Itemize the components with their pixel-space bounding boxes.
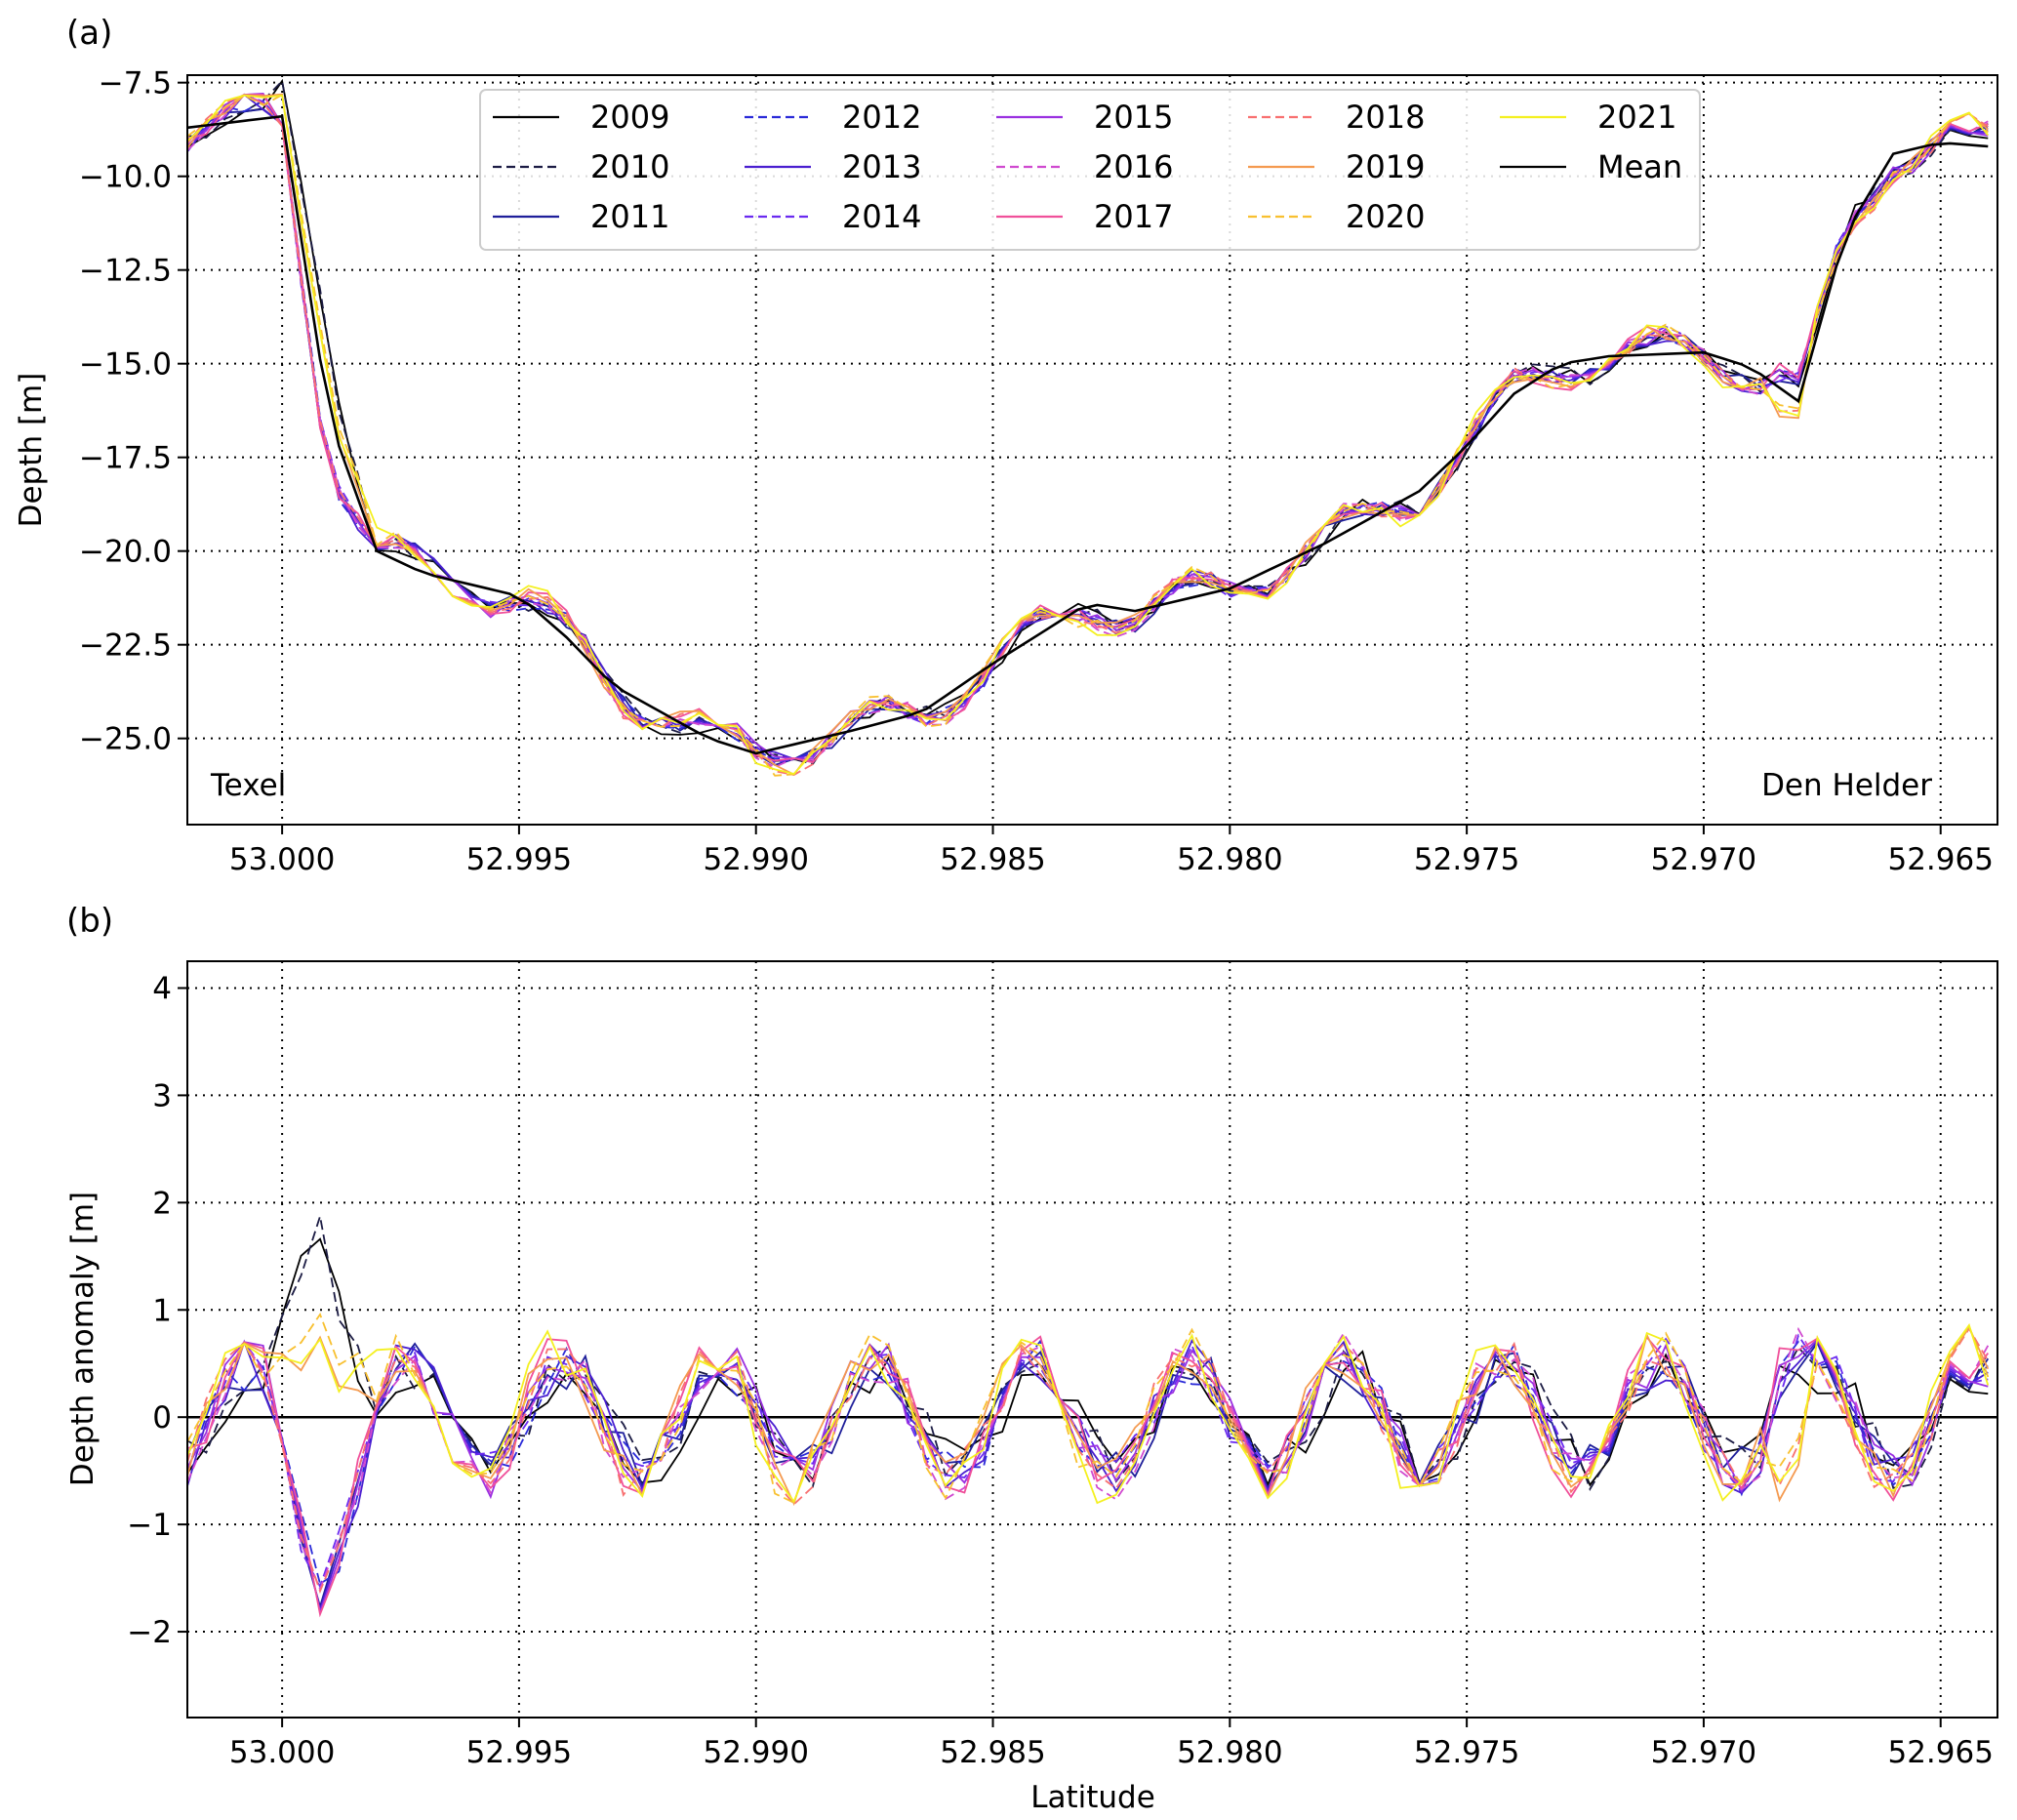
panel-a-y-tick-label: −17.5 [79, 441, 172, 476]
series-line-2020 [186, 93, 1989, 777]
panel-a-y-axis-label: Depth [m] [14, 373, 49, 528]
series-line-Mean [186, 114, 1989, 755]
legend: 2009 2010 2011 2012 2013 2014 2015 2016 2017 2018… [479, 89, 1701, 251]
panel-a-x-tick-label: 52.985 [940, 842, 1045, 877]
series-line-2012 [186, 100, 1989, 760]
panel-a: 53.000 52.995 52.990 52.985 52.980 52.975 52.9… [14, 66, 1998, 877]
panel-b: 53.000 52.995 52.990 52.985 52.980 52.975 52.9… [65, 960, 1998, 1815]
anomaly-line-2012 [186, 1339, 1989, 1586]
legend-label-2010: 2010 [590, 148, 669, 185]
panel-b-y-ticks: −2 −1 0 1 2 3 4 [127, 971, 187, 1650]
legend-label-2020: 2020 [1346, 198, 1425, 235]
panel-a-x-tick-label: 52.970 [1651, 842, 1756, 877]
panel-a-label: (a) [66, 14, 112, 53]
panel-b-x-tick-label: 52.980 [1177, 1735, 1282, 1770]
panel-b-y-tick-label: 0 [152, 1400, 172, 1436]
legend-label-2013: 2013 [842, 148, 921, 185]
panel-b-plot-area [187, 961, 1997, 1718]
legend-box [479, 89, 1701, 251]
anomaly-line-2016 [186, 1326, 1990, 1592]
panel-b-x-axis-label: Latitude [1030, 1780, 1155, 1815]
panel-b-y-tick-label: 3 [152, 1078, 172, 1113]
panel-a-series [186, 78, 1989, 777]
panel-b-x-tick-label: 52.965 [1887, 1735, 1993, 1770]
panel-b-label: (b) [66, 902, 113, 941]
series-line-2021 [186, 94, 1989, 775]
anomaly-line-2019 [186, 1325, 1990, 1507]
anomaly-line-2021 [186, 1323, 1990, 1505]
panel-a-y-tick-label: −22.5 [79, 628, 172, 664]
panel-b-x-tick-label: 52.985 [940, 1735, 1045, 1770]
panel-a-x-tick-label: 52.995 [466, 842, 572, 877]
series-line-2016 [186, 93, 1989, 768]
legend-label-2015: 2015 [1094, 99, 1173, 136]
legend-label-2016: 2016 [1094, 148, 1173, 185]
panel-a-x-ticks: 53.000 52.995 52.990 52.985 52.980 52.975 52.9… [229, 825, 1994, 877]
anomaly-line-2010 [186, 1216, 1990, 1492]
panel-b-y-tick-label: −2 [127, 1615, 172, 1650]
panel-a-y-tick-label: −20.0 [79, 535, 172, 570]
series-line-2018 [186, 94, 1989, 776]
legend-label-Mean: Mean [1597, 148, 1682, 185]
panel-a-x-tick-label: 53.000 [229, 842, 335, 877]
legend-label-2009: 2009 [590, 99, 669, 136]
anomaly-line-2013 [186, 1339, 1989, 1613]
panel-a-y-tick-label: −15.0 [79, 347, 172, 383]
legend-label-2021: 2021 [1597, 99, 1676, 136]
panel-a-y-tick-label: −10.0 [79, 160, 172, 195]
panel-a-x-tick-label: 52.990 [703, 842, 808, 877]
panel-b-frame [186, 960, 1998, 1719]
legend-label-2017: 2017 [1094, 198, 1173, 235]
panel-a-y-tick-label: −25.0 [79, 722, 172, 757]
legend-label-2011: 2011 [590, 198, 669, 235]
panel-a-x-tick-label: 52.980 [1177, 842, 1282, 877]
panel-b-x-ticks: 53.000 52.995 52.990 52.985 52.980 52.975 52.9… [229, 1718, 1994, 1770]
panel-a-y-tick-label: −7.5 [99, 66, 172, 101]
panel-b-x-tick-label: 52.970 [1651, 1735, 1756, 1770]
annotation-den-helder: Den Helder [1761, 768, 1932, 803]
anomaly-line-2020 [186, 1312, 1990, 1505]
panel-a-x-tick-label: 52.965 [1887, 842, 1993, 877]
panel-b-series [186, 1216, 1990, 1618]
panel-a-y-ticks: −7.5 −10.0 −12.5 −15.0 −17.5 −20.0 −22.5 −25.0 [79, 66, 187, 757]
panel-b-y-axis-label: Depth anomaly [m] [65, 1192, 101, 1486]
panel-a-x-tick-label: 52.975 [1414, 842, 1519, 877]
panel-b-y-tick-label: 4 [152, 971, 172, 1006]
panel-a-frame [186, 74, 1998, 826]
panel-b-y-tick-label: 1 [152, 1293, 172, 1328]
panel-b-x-tick-label: 52.975 [1414, 1735, 1519, 1770]
panel-b-y-tick-label: −1 [127, 1508, 172, 1543]
panel-b-x-tick-label: 53.000 [229, 1735, 335, 1770]
legend-label-2012: 2012 [842, 99, 921, 136]
panel-a-y-tick-label: −12.5 [79, 254, 172, 289]
series-line-2019 [186, 93, 1989, 776]
anomaly-line-2009 [186, 1237, 1989, 1487]
annotation-texel: Texel [210, 768, 286, 803]
anomaly-line-2018 [186, 1326, 1990, 1595]
legend-label-2019: 2019 [1346, 148, 1425, 185]
panel-b-x-tick-label: 52.995 [466, 1735, 572, 1770]
legend-label-2018: 2018 [1346, 99, 1425, 136]
panel-b-y-tick-label: 2 [152, 1186, 172, 1221]
legend-label-2014: 2014 [842, 198, 921, 235]
panel-b-x-tick-label: 52.990 [703, 1735, 808, 1770]
